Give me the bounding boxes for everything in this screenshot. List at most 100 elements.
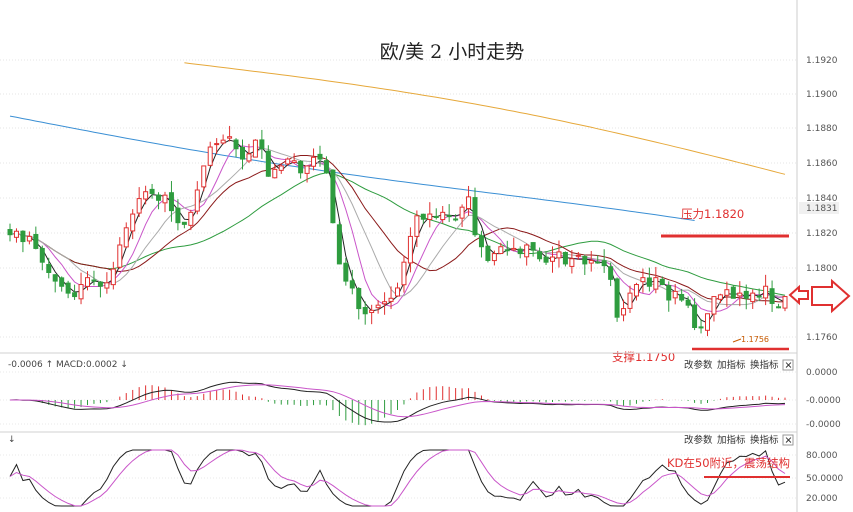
candle-body [582,256,588,265]
candle-body [608,266,614,280]
candle [349,269,355,295]
candle [679,288,685,302]
candle [117,237,123,269]
candle-body [750,292,756,303]
candle [427,202,433,228]
kd-d-line [9,449,786,507]
candle [330,169,336,224]
candle-body [756,295,762,298]
candle-body [743,290,749,299]
kd-add-indicator-button[interactable]: 加指标 [717,434,746,446]
candle [59,276,65,292]
candle-body [207,146,213,166]
candle [7,223,13,242]
candle [291,153,297,164]
candle [485,245,491,263]
candle-body [685,299,691,306]
candle-body [466,196,472,210]
candle-body [272,168,278,179]
candle-body [498,246,504,255]
y-tick-5: 1.1840 [806,194,838,204]
candle [562,251,568,267]
candle [375,300,381,314]
ma-line-blue [9,115,695,221]
candle [504,240,510,256]
macd-params-button[interactable]: 改参数 [684,359,713,371]
kd-swap-indicator-button[interactable]: 换指标 [750,434,779,446]
breakout-arrow-icon [788,284,809,306]
candle-body [26,235,32,242]
candle [395,282,400,297]
candle [601,249,607,273]
candle-body [724,289,730,296]
chart-title: 欧/美 2 小时走势 [380,41,525,63]
candle [627,285,633,314]
candle [491,250,497,266]
candle-body [343,262,349,282]
macd-swap-indicator-button[interactable]: 换指标 [750,359,779,371]
candle-body [149,188,155,194]
candle-body [123,227,129,248]
kd-tick-2: 50.0000 [806,474,843,484]
macd-tick-2: -0.0000 [806,396,841,406]
candle [78,272,84,305]
candle [698,318,704,334]
candle [285,157,291,166]
candle [123,222,129,248]
candle [511,237,517,252]
candle-body [414,215,420,237]
candle [537,247,543,262]
candle [85,271,90,291]
candle [530,242,536,257]
candle-body [730,286,736,299]
resistance-label: 压力1.1820 [681,207,744,221]
y-tick-7: 1.1800 [806,264,838,274]
candle-body [349,280,355,289]
candle [46,257,52,279]
candle [156,192,162,210]
candle [162,191,168,213]
candle-body [259,139,265,150]
candle-body [717,294,723,300]
kd-close-icon: ✕ [785,436,793,447]
kd-params-button[interactable]: 改参数 [684,434,713,446]
candle [382,292,388,315]
candle [730,285,736,299]
candle [207,141,213,167]
candle-body [672,290,678,299]
candle-body [440,211,446,221]
candle [459,204,465,228]
macd-add-indicator-button[interactable]: 加指标 [717,359,746,371]
candle [136,187,142,217]
candle [175,199,181,231]
candle-body [362,306,368,315]
candle [13,228,19,243]
candle [420,213,426,224]
candle-body [240,146,245,160]
candle [278,163,284,174]
kd-grid [0,454,796,499]
macd-close-button[interactable] [782,359,794,371]
candle-body [575,254,581,257]
candle [672,284,678,305]
direction-arrow-icon [811,278,851,314]
candle-body [246,153,252,162]
candle-body [285,158,291,165]
candle-body [401,261,407,286]
candle [33,226,39,250]
candle [621,299,627,322]
candle-body [537,251,543,260]
candle-body [433,215,439,219]
candle-body [330,169,336,224]
candle [233,138,239,158]
candle [65,280,71,299]
candle-body [640,277,646,283]
candle-body [601,260,607,267]
candle [582,254,588,275]
candle [517,246,523,259]
y-tick-6: 1.1820 [806,229,838,239]
candle-body [472,197,478,236]
candle-body [291,160,297,163]
y-tick-1: 1.1920 [806,56,838,66]
kd-close-button[interactable] [782,434,794,446]
